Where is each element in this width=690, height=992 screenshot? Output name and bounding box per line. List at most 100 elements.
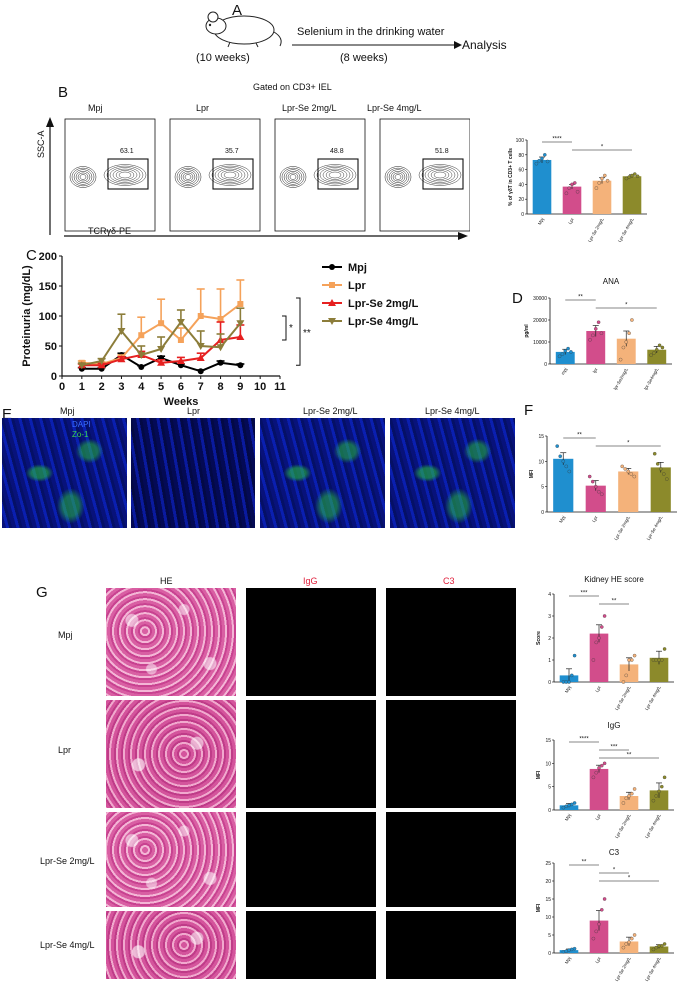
x-tick-label: 2 — [99, 381, 105, 393]
sig-label: * — [628, 876, 631, 882]
data-point — [623, 467, 627, 471]
data-point — [591, 775, 596, 780]
data-point — [237, 301, 244, 307]
data-point — [624, 340, 629, 344]
data-point — [138, 332, 145, 339]
category-label: mpj — [560, 367, 568, 376]
flow-gate — [422, 158, 464, 190]
data-point — [540, 156, 544, 161]
sig-label: **** — [579, 737, 589, 743]
category-label: Lpr-Se 4mg/L — [617, 217, 635, 242]
data-point — [564, 191, 569, 196]
x-tick-label: 8 — [217, 381, 223, 393]
data-point — [97, 358, 106, 365]
data-point — [603, 173, 607, 178]
g-col-igg: IgG — [303, 576, 318, 586]
data-point — [627, 331, 631, 335]
data-point — [602, 761, 607, 766]
flow-contour — [386, 167, 410, 187]
bar — [619, 796, 639, 810]
flow-contour — [109, 167, 141, 183]
category-label: Lpr-Se 2mg/L — [614, 956, 632, 983]
bar — [585, 485, 606, 512]
bar — [647, 349, 667, 364]
y-tick-label: 20 — [518, 197, 524, 203]
legend-marker — [328, 318, 336, 325]
data-point — [627, 175, 631, 179]
data-point — [572, 946, 577, 951]
y-tick-label: 10 — [538, 459, 544, 465]
data-point — [655, 462, 660, 466]
category-label: Mpj — [564, 813, 572, 822]
data-point — [626, 469, 631, 474]
y-tick-label: 4 — [548, 592, 551, 598]
legend-marker — [329, 264, 335, 270]
y-axis-label: MFI — [536, 903, 542, 912]
x-tick-label: 7 — [198, 381, 204, 393]
bar — [649, 657, 669, 682]
category-label: Lpr-Se 2mg/L — [614, 813, 632, 840]
legend-marker — [329, 282, 335, 288]
bar — [553, 458, 574, 512]
data-point — [660, 784, 664, 789]
bar — [619, 664, 639, 682]
data-point — [652, 351, 656, 355]
data-point — [633, 172, 637, 176]
category-label: Mpj — [537, 217, 545, 226]
chart-title: C3 — [609, 848, 620, 857]
data-point — [600, 908, 604, 912]
data-point — [657, 789, 661, 794]
he-image-se4 — [106, 911, 236, 979]
x-tick-label: 1 — [79, 381, 85, 393]
flow-contour — [106, 165, 144, 185]
x-tick-label: 3 — [118, 381, 124, 393]
chart-title: Kidney HE score — [584, 575, 644, 584]
data-point — [236, 320, 245, 328]
flow-gate — [107, 158, 149, 190]
flow-y-axis: SSC-A — [36, 130, 46, 158]
igg-image-mpj — [246, 588, 376, 696]
data-point — [654, 794, 658, 798]
data-point — [158, 320, 165, 327]
flow-contour — [69, 166, 97, 188]
data-point — [600, 625, 604, 629]
flow-contour — [328, 171, 342, 179]
category-label: Lpr-Se 4mg/L — [644, 813, 662, 840]
c3-image-lpr — [386, 700, 516, 808]
sig-label: *** — [610, 745, 618, 751]
y-tick-label: 0 — [548, 808, 551, 814]
category-label: Lpr — [567, 217, 575, 226]
bar — [532, 159, 552, 214]
data-point — [217, 316, 224, 322]
chart-title: IgG — [608, 721, 621, 730]
zo1-image-mpj: DAPI Zo-1 — [2, 418, 127, 528]
sig-label: ** — [612, 599, 617, 605]
category-label: Lpr-Se 2mg/L — [614, 685, 632, 712]
flow-contour — [223, 171, 237, 179]
panel-label-g: G — [36, 584, 48, 601]
flow-contour — [384, 166, 412, 188]
y-axis-label: MFI — [536, 770, 542, 779]
data-point — [649, 353, 653, 357]
flow-contour — [211, 165, 249, 185]
y-tick-label: 15 — [545, 738, 551, 744]
sig-label: * — [625, 303, 628, 309]
flow-contour — [220, 170, 240, 180]
flow-contour — [279, 166, 307, 188]
igg-image-se2 — [246, 812, 376, 907]
data-point — [630, 318, 634, 322]
data-point — [665, 477, 669, 481]
data-point — [662, 942, 667, 946]
data-point — [545, 159, 550, 164]
y-tick-label: 10 — [545, 761, 551, 767]
bar — [619, 941, 639, 953]
bar — [649, 946, 669, 953]
y-tick-label: 10 — [545, 915, 551, 921]
zo1-mfi-bar-chart: 0 5 10 15 MFI Mpj Lpr Lpr-Se 2mg/L Lpr-Se 4mg/L *… — [529, 433, 677, 541]
zo1-image-se2 — [260, 418, 385, 528]
category-label: Lpr-Se 4mg/L — [644, 956, 662, 983]
legend-marker — [328, 299, 336, 306]
flow-contour — [281, 167, 305, 187]
flow-contour — [283, 169, 303, 185]
y-axis-label: % of γδT in CD3+ T cells — [508, 148, 514, 206]
